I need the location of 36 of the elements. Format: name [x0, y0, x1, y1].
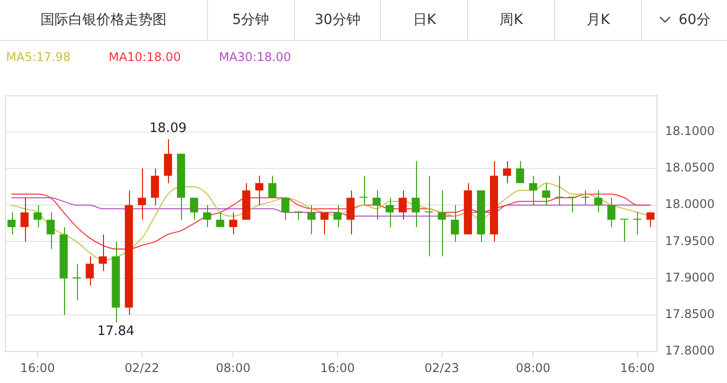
text: 日K [381, 0, 468, 40]
candlestick [72, 263, 81, 301]
y-tick-label: 17.9500 [665, 234, 715, 248]
y-tick-label: 18.1000 [665, 124, 715, 138]
text: 周K [468, 0, 556, 40]
candlestick [242, 182, 250, 220]
x-tick-label: 16:00 [20, 360, 55, 375]
candlestick [86, 256, 94, 286]
text: 月K [555, 0, 642, 40]
annotation: 18.09 [149, 121, 187, 136]
x-tick-label: 08:00 [216, 360, 250, 375]
chart-title: 国际白银价格走势图 [0, 0, 208, 40]
candlestick [412, 160, 420, 228]
x-tick-label: 16:00 [620, 360, 655, 375]
text: MA5:17.98 [6, 50, 71, 64]
x-tick-label: 08:00 [516, 360, 550, 375]
candlestick [620, 218, 628, 242]
text: 30分钟 [294, 0, 382, 40]
candlestick [568, 196, 576, 213]
x-tick-label: 02/23 [424, 360, 460, 375]
x-tick-label: 16:00 [320, 360, 355, 375]
candlestick [294, 211, 302, 220]
text: 5分钟 [208, 0, 295, 40]
y-tick-label: 17.9000 [665, 270, 715, 284]
annotation: 17.84 [97, 324, 134, 340]
candlestick [398, 190, 407, 220]
y-tick-label: 17.8000 [665, 344, 715, 358]
y-tick-label: 18.0000 [665, 197, 715, 212]
candlestick [581, 190, 590, 206]
text: MA30:18.00 [218, 50, 292, 64]
candlestick [255, 175, 264, 206]
y-tick-label: 18.0500 [665, 160, 715, 175]
text: MA10:18.00 [108, 50, 181, 64]
y-tick-label: 17.8500 [665, 307, 715, 322]
text: 60分 [678, 11, 712, 30]
x-tick-label: 02/22 [124, 360, 160, 375]
